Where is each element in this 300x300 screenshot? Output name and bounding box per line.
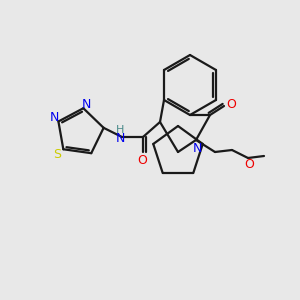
Text: O: O — [137, 154, 147, 166]
Text: O: O — [226, 98, 236, 110]
Text: N: N — [192, 142, 202, 154]
Text: O: O — [244, 158, 254, 172]
Text: H: H — [116, 125, 124, 135]
Text: N: N — [82, 98, 91, 111]
Text: S: S — [53, 148, 61, 161]
Text: N: N — [115, 131, 125, 145]
Text: N: N — [50, 111, 59, 124]
